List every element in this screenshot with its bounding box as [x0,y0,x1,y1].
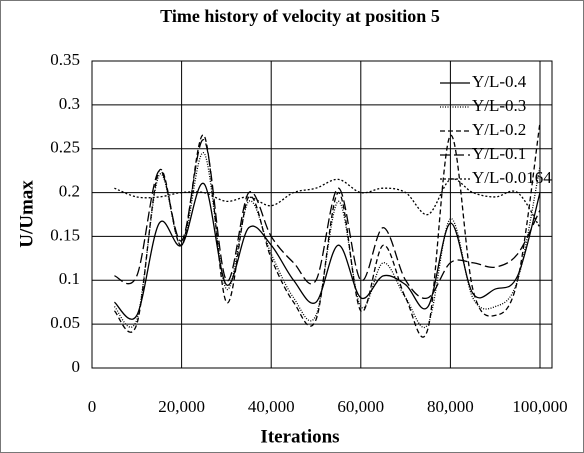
series-line [113,122,541,338]
y-tick-label: 0.3 [59,94,80,113]
series-line [113,183,541,320]
legend-label: Y/L-0.0164 [472,168,552,187]
x-tick-label: 60,000 [337,397,384,416]
y-tick-label: 0.35 [50,50,80,69]
series-line [114,178,541,229]
y-tick-label: 0.1 [59,269,80,288]
y-tick-label: 0.15 [50,225,80,244]
x-tick-label: 40,000 [248,397,295,416]
x-tick-label: 0 [88,397,97,416]
legend-label: Y/L-0.4 [472,72,527,91]
y-tick-label: 0.25 [50,138,80,157]
x-tick-label: 80,000 [427,397,474,416]
y-tick-label: 0 [72,357,81,376]
x-axis-label: Iterations [260,426,339,447]
legend-label: Y/L-0.3 [472,96,526,115]
x-tick-label: 20,000 [158,397,205,416]
legend-label: Y/L-0.2 [472,120,526,139]
chart-title: Time history of velocity at position 5 [160,6,440,26]
y-tick-label: 0.05 [50,313,80,332]
y-axis-label: U/Umax [16,180,37,248]
x-tick-label: 100,000 [512,397,567,416]
series-line [114,139,541,300]
y-tick-label: 0.2 [59,181,80,200]
legend-label: Y/L-0.1 [472,144,526,163]
